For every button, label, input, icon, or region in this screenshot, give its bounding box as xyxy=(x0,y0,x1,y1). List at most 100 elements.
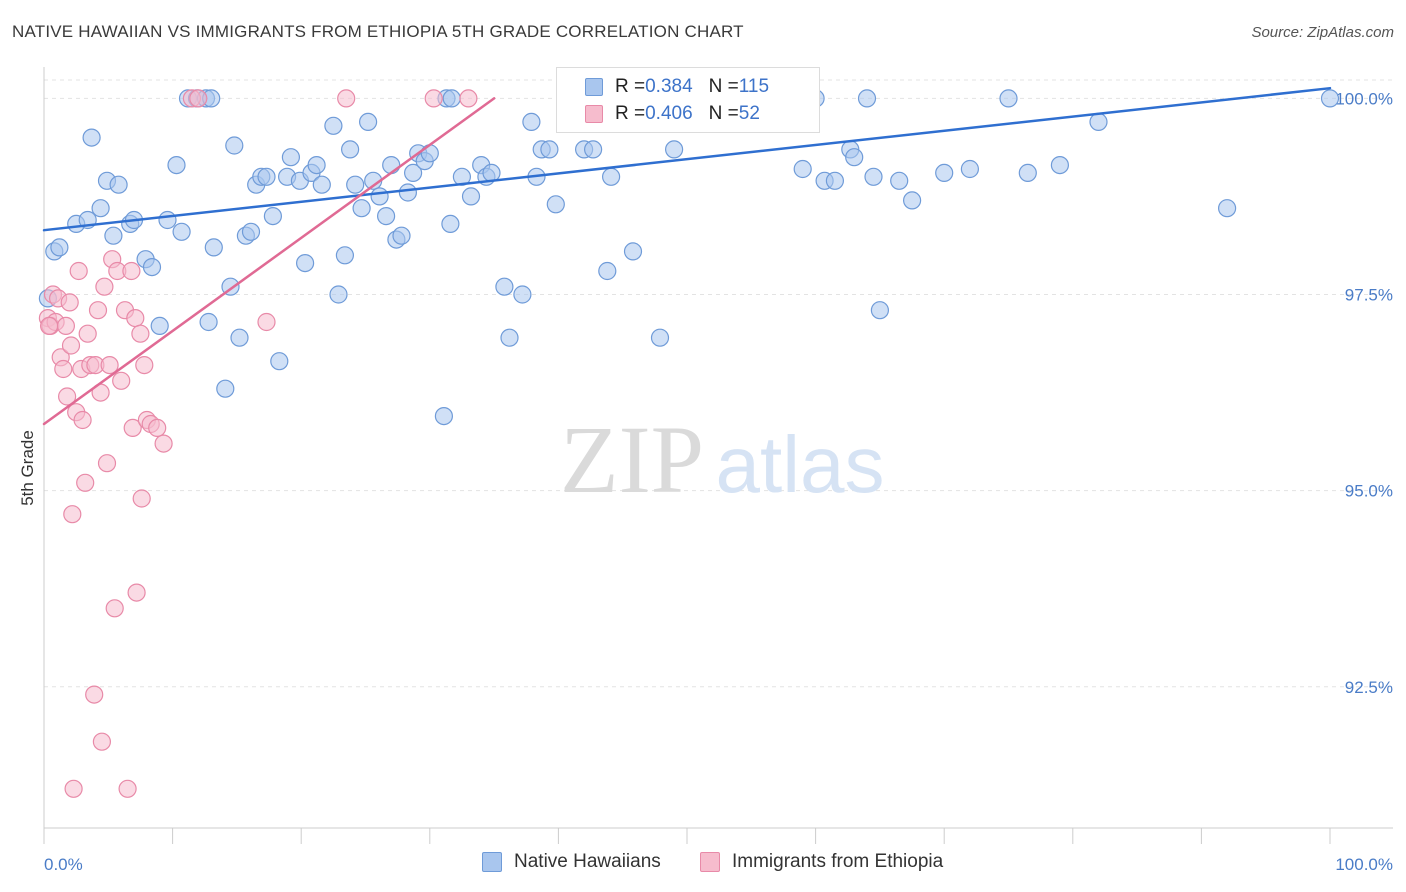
blue-point-36 xyxy=(281,148,300,167)
blue-point-38 xyxy=(296,254,315,273)
blue-point-42 xyxy=(324,116,343,135)
legend-item-native-hawaiians[interactable]: Native Hawaiians xyxy=(482,851,661,873)
legend-item-immigrants-from-ethiopia[interactable]: Immigrants from Ethiopia xyxy=(700,851,943,873)
pink-point-6 xyxy=(54,359,73,379)
blue-point-69 xyxy=(495,277,514,296)
y-tick-label-3: 92.5% xyxy=(1345,678,1393,697)
pink-swatch xyxy=(700,852,720,872)
pink-point-35 xyxy=(123,418,142,437)
blue-point-71 xyxy=(513,285,532,304)
pink-point-29 xyxy=(105,599,124,618)
blue-point-106 xyxy=(935,163,954,182)
blue-point-8 xyxy=(104,226,123,245)
pink-point-20 xyxy=(85,685,104,704)
blue-point-102 xyxy=(864,167,883,186)
n-label: N = xyxy=(708,76,739,97)
pink-point-34 xyxy=(122,261,141,281)
blue-point-22 xyxy=(199,312,218,332)
blue-point-82 xyxy=(601,167,621,186)
pink-point-46 xyxy=(189,89,208,108)
blue-point-100 xyxy=(845,148,864,167)
pink-point-39 xyxy=(132,489,151,508)
pink-trend-line xyxy=(42,97,496,426)
y-tick-label-1: 97.5% xyxy=(1345,286,1393,305)
pink-point-18 xyxy=(78,324,97,343)
pink-point-14 xyxy=(69,261,88,281)
pink-point-44 xyxy=(154,434,173,453)
blue-point-33 xyxy=(263,207,282,226)
blue-point-81 xyxy=(598,261,617,281)
watermark-atlas: atlas xyxy=(716,420,885,509)
stats-legend: R = 0.384 N = 115 R = 0.406 N = 52 xyxy=(556,67,820,133)
series-legend: Native Hawaiians Immigrants from Ethiopi… xyxy=(0,851,1406,879)
stats-legend-row-immigrants-from-ethiopia: R = 0.406 N = 52 xyxy=(557,100,760,128)
pink-point-50 xyxy=(459,89,478,108)
blue-point-47 xyxy=(352,199,371,218)
blue-point-9 xyxy=(109,175,128,194)
r-label: R = xyxy=(615,103,646,124)
blue-point-110 xyxy=(1050,156,1070,175)
pink-point-47 xyxy=(257,312,276,332)
blue-point-46 xyxy=(346,175,365,194)
y-tick-labels: 100.0% 97.5% 95.0% 92.5% xyxy=(1335,89,1393,696)
blue-point-61 xyxy=(442,89,461,108)
blue-point-45 xyxy=(341,140,360,159)
pink-point-9 xyxy=(60,293,79,312)
y-axis-title: 5th Grade xyxy=(18,430,37,506)
pink-point-33 xyxy=(118,779,137,798)
blue-point-14 xyxy=(150,316,169,335)
blue-point-44 xyxy=(335,246,354,265)
blue-point-70 xyxy=(500,328,519,347)
blue-point-103 xyxy=(870,301,890,320)
blue-point-87 xyxy=(650,328,670,347)
watermark-zip: ZIP xyxy=(560,406,704,513)
blue-point-104 xyxy=(890,171,909,190)
pink-point-26 xyxy=(97,454,117,473)
pink-point-8 xyxy=(57,387,77,406)
series-native-hawaiians xyxy=(38,89,1340,426)
pink-point-16 xyxy=(73,410,92,430)
watermark: ZIP atlas xyxy=(560,406,884,513)
blue-point-109 xyxy=(1018,163,1037,182)
pink-point-48 xyxy=(337,89,356,108)
blue-point-52 xyxy=(382,156,401,175)
legend-label: Immigrants from Ethiopia xyxy=(732,851,944,872)
blue-point-76 xyxy=(546,195,565,214)
blue-point-88 xyxy=(664,140,684,159)
blue-point-108 xyxy=(999,89,1018,108)
trend-lines xyxy=(42,86,1332,426)
blue-point-55 xyxy=(398,183,417,202)
blue-point-17 xyxy=(172,222,191,241)
blue-point-101 xyxy=(857,89,877,108)
pink-point-12 xyxy=(64,779,83,798)
blue-point-2 xyxy=(50,238,69,257)
blue-swatch xyxy=(482,852,502,872)
blue-point-54 xyxy=(392,226,411,245)
blue-point-98 xyxy=(825,171,845,190)
blue-point-62 xyxy=(434,407,453,426)
blue-point-75 xyxy=(540,140,559,159)
blue-point-34 xyxy=(270,352,289,371)
axes xyxy=(43,67,1393,829)
blue-point-113 xyxy=(1320,89,1340,108)
blue-point-51 xyxy=(377,207,396,226)
r-value: 0.384 xyxy=(645,76,693,97)
series-immigrants-from-ethiopia xyxy=(38,89,478,798)
x-tick-label-min: 0.0% xyxy=(44,855,83,874)
pink-point-31 xyxy=(112,371,131,390)
source-label: Source: ZipAtlas.com xyxy=(1251,24,1394,41)
blue-point-72 xyxy=(522,112,541,132)
blue-point-111 xyxy=(1089,112,1108,132)
blue-point-23 xyxy=(204,238,223,257)
blue-point-59 xyxy=(420,144,439,163)
blue-point-48 xyxy=(359,112,378,132)
blue-point-26 xyxy=(225,136,244,155)
blue-point-32 xyxy=(257,167,276,186)
blue-point-15 xyxy=(158,210,177,230)
blue-point-84 xyxy=(623,242,643,261)
blue-point-40 xyxy=(307,156,326,175)
blue-point-64 xyxy=(452,167,471,186)
pink-point-11 xyxy=(63,505,82,524)
y-tick-label-2: 95.0% xyxy=(1345,482,1393,501)
r-label: R = xyxy=(615,76,646,97)
